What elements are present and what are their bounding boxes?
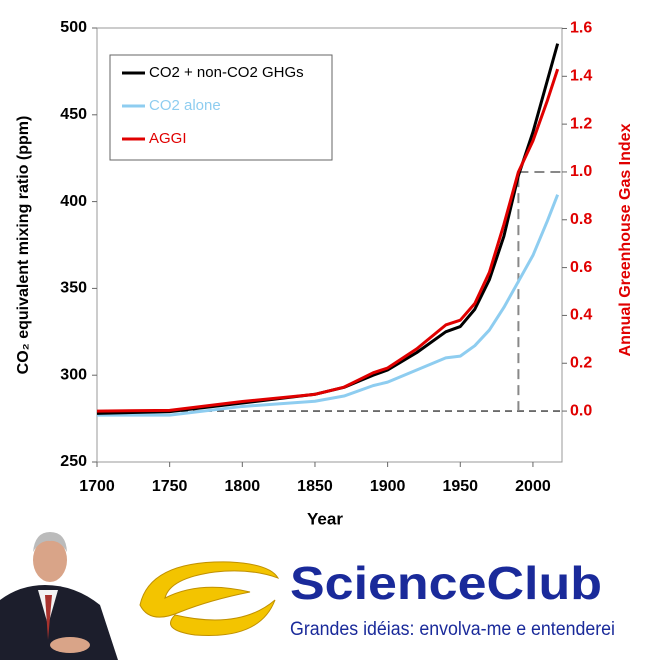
y-tick-label: 350 xyxy=(60,280,87,297)
y-axis-label: CO₂ equivalent mixing ratio (ppm) xyxy=(15,116,32,375)
y-tick-label: 250 xyxy=(60,453,87,470)
y2-axis-label: Annual Greenhouse Gas Index xyxy=(617,123,634,356)
plot-frame xyxy=(96,27,563,463)
y2-tick-label: 0.8 xyxy=(570,211,592,228)
x-tick-label: 2000 xyxy=(515,478,551,495)
y2-tick-label: 0.6 xyxy=(570,259,592,276)
legend-label: AGGI xyxy=(149,130,187,147)
x-tick-label: 1950 xyxy=(442,478,478,495)
x-tick-label: 1900 xyxy=(370,478,406,495)
x-tick-label: 1800 xyxy=(225,478,261,495)
y-tick-label: 500 xyxy=(60,19,87,36)
y-tick-label: 400 xyxy=(60,193,87,210)
series-line xyxy=(96,68,560,413)
y2-tick-label: 1.2 xyxy=(570,115,592,132)
y2-tick-label: 1.0 xyxy=(570,163,592,180)
y2-tick-label: 0.2 xyxy=(570,354,592,371)
y2-tick-label: 1.4 xyxy=(570,68,592,85)
portrait xyxy=(0,525,120,660)
y2-tick-label: 0.0 xyxy=(570,402,592,419)
legend-box xyxy=(109,54,333,161)
y-tick-label: 300 xyxy=(60,366,87,383)
x-tick-label: 1850 xyxy=(297,478,333,495)
y2-tick-label: 0.4 xyxy=(570,307,592,324)
brand-tagline: Grandes idéias: envolva-me e entenderei xyxy=(290,619,615,640)
series-line xyxy=(97,194,560,417)
y-tick-label: 450 xyxy=(60,106,87,123)
x-tick-label: 1700 xyxy=(79,478,115,495)
x-axis-label: Year xyxy=(307,509,343,528)
brand-name: ScienceClub xyxy=(290,557,602,609)
y2-tick-label: 1.6 xyxy=(570,20,592,37)
x-tick-label: 1750 xyxy=(152,478,188,495)
legend-label: CO2 alone xyxy=(149,97,221,114)
legend-label: CO2 + non-CO2 GHGs xyxy=(149,64,304,81)
logo-swoosh xyxy=(139,561,280,637)
